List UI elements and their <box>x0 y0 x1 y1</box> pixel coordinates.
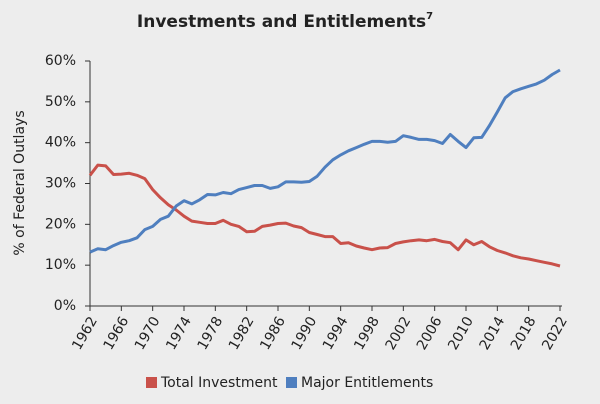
title-text: Investments and Entitlements <box>137 12 426 32</box>
y-tick-label: 50% <box>45 94 76 110</box>
legend-label: Total Investment <box>160 375 278 391</box>
series-line <box>88 163 561 268</box>
x-tick-label: 2006 <box>414 314 446 353</box>
x-tick-label: 2010 <box>445 314 477 353</box>
x-tick-label: 1974 <box>163 314 195 353</box>
y-tick-label: 10% <box>45 257 76 273</box>
y-tick-label: 30% <box>45 176 76 192</box>
y-tick-label: 0% <box>54 298 76 314</box>
x-tick-label: 1986 <box>257 314 289 353</box>
x-tick-label: 1990 <box>289 314 321 353</box>
legend-swatch <box>286 377 297 388</box>
x-tick-label: 2014 <box>477 314 509 353</box>
x-tick-label: 1994 <box>320 314 352 353</box>
y-tick-label: 20% <box>45 216 76 232</box>
x-tick-label: 2002 <box>383 314 415 353</box>
x-tick-label: 2018 <box>508 314 540 353</box>
x-tick-label: 1962 <box>69 314 101 353</box>
x-tick-label: 1982 <box>226 314 258 353</box>
y-tick-label: 60% <box>45 53 76 69</box>
x-tick-label: 1998 <box>351 314 383 353</box>
y-axis-label: % of Federal Outlays <box>12 110 28 255</box>
x-tick-label: 2022 <box>539 314 571 353</box>
y-tick-label: 40% <box>45 135 76 151</box>
x-tick-label: 1970 <box>132 314 164 353</box>
title-footnote: 7 <box>426 11 433 22</box>
x-tick-label: 1966 <box>101 314 133 353</box>
x-tick-label: 1978 <box>195 314 227 353</box>
legend-label: Major Entitlements <box>301 375 433 391</box>
legend-swatch <box>146 377 157 388</box>
chart-title: Investments and Entitlements7 <box>137 11 433 32</box>
series-line <box>89 68 561 254</box>
